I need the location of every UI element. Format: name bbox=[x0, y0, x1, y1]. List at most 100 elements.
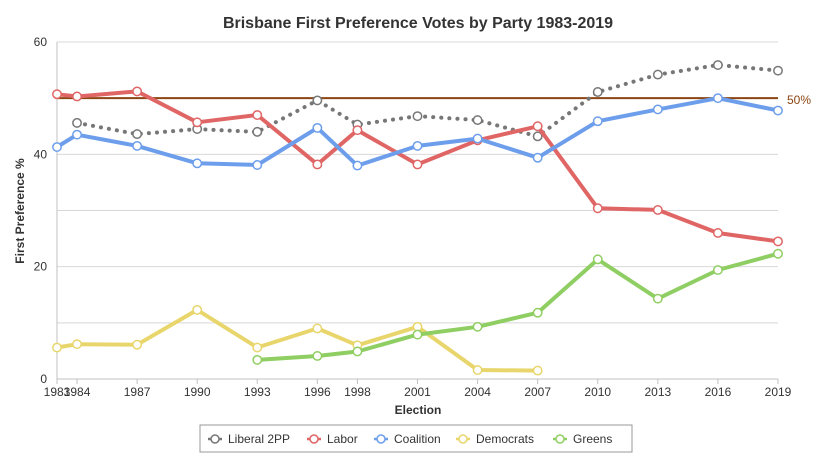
data-point-coalition bbox=[472, 133, 483, 144]
data-point-liberal-2pp bbox=[472, 115, 483, 126]
x-tick-label: 2001 bbox=[404, 385, 431, 399]
data-point-coalition bbox=[192, 158, 203, 169]
series-line-liberal-2pp bbox=[75, 63, 780, 139]
data-point-liberal-2pp bbox=[72, 117, 82, 128]
legend-label: Coalition bbox=[394, 432, 441, 446]
data-point-greens bbox=[312, 351, 323, 361]
data-point-labor bbox=[352, 125, 363, 136]
legend-item-labor[interactable]: Labor bbox=[307, 432, 358, 446]
y-tick-label: 40 bbox=[34, 147, 48, 161]
data-point-labor bbox=[773, 236, 783, 247]
data-point-coalition bbox=[312, 122, 323, 133]
reference-line-group: 50% bbox=[57, 93, 811, 107]
data-point-liberal-2pp bbox=[252, 126, 263, 137]
y-axis-title: First Preference % bbox=[13, 158, 27, 264]
x-tick-label: 2019 bbox=[765, 385, 792, 399]
data-point-greens bbox=[652, 293, 663, 304]
data-point-labor bbox=[592, 203, 603, 214]
legend-item-coalition[interactable]: Coalition bbox=[374, 432, 441, 446]
series-group bbox=[52, 60, 783, 376]
data-point-liberal-2pp bbox=[773, 65, 783, 76]
series-democrats bbox=[52, 304, 543, 376]
series-labor bbox=[52, 86, 783, 247]
legend-item-democrats[interactable]: Democrats bbox=[456, 432, 534, 446]
data-point-greens bbox=[532, 307, 543, 318]
data-point-democrats bbox=[252, 342, 263, 353]
data-point-labor bbox=[412, 159, 423, 170]
x-tick-label: 2013 bbox=[644, 385, 671, 399]
data-point-democrats bbox=[132, 339, 143, 350]
chart-title: Brisbane First Preference Votes by Party… bbox=[223, 15, 613, 32]
legend[interactable]: Liberal 2PP Labor Coalition Democrats Greens bbox=[199, 424, 633, 453]
data-point-democrats bbox=[472, 365, 483, 375]
data-point-coalition bbox=[412, 140, 423, 151]
y-tick-label: 0 bbox=[40, 372, 47, 386]
legend-item-greens[interactable]: Greens bbox=[553, 432, 612, 446]
x-tick-label: 1998 bbox=[344, 385, 371, 399]
data-point-coalition bbox=[773, 105, 783, 116]
data-point-labor bbox=[252, 110, 263, 120]
data-point-labor bbox=[532, 121, 543, 132]
data-point-liberal-2pp bbox=[592, 87, 603, 97]
x-axis-title: Election bbox=[395, 403, 442, 417]
series-greens bbox=[252, 248, 783, 365]
legend-label: Labor bbox=[327, 432, 358, 446]
data-point-democrats bbox=[192, 304, 203, 315]
data-point-labor bbox=[72, 91, 82, 102]
series-line-coalition bbox=[55, 96, 780, 168]
legend-swatch-marker bbox=[555, 434, 565, 444]
legend-swatch-marker bbox=[458, 434, 468, 444]
x-tick-label: 2010 bbox=[584, 385, 611, 399]
legend-item-liberal-2pp[interactable]: Liberal 2PP bbox=[208, 432, 290, 446]
legend-label: Liberal 2PP bbox=[228, 432, 290, 446]
data-point-greens bbox=[773, 248, 783, 259]
data-point-liberal-2pp bbox=[652, 69, 663, 80]
data-point-coalition bbox=[712, 93, 723, 104]
series-coalition bbox=[52, 93, 783, 171]
data-point-democrats bbox=[52, 342, 62, 353]
data-point-coalition bbox=[72, 129, 82, 140]
x-tick-label: 1990 bbox=[184, 385, 211, 399]
data-point-labor bbox=[712, 228, 723, 238]
series-liberal-2pp bbox=[72, 60, 783, 142]
data-point-labor bbox=[652, 204, 663, 215]
x-tick-label: 1984 bbox=[64, 385, 91, 399]
series-line-greens bbox=[255, 251, 780, 362]
x-tick-label: 2004 bbox=[464, 385, 491, 399]
data-point-liberal-2pp bbox=[412, 111, 423, 122]
x-tick-label: 1983 bbox=[44, 385, 71, 399]
data-point-coalition bbox=[352, 160, 363, 171]
y-tick-label: 20 bbox=[34, 260, 48, 274]
data-point-democrats bbox=[532, 365, 543, 376]
data-point-greens bbox=[712, 265, 723, 275]
data-point-coalition bbox=[252, 160, 263, 170]
reference-line-label: 50% bbox=[787, 93, 811, 107]
x-tick-label: 2016 bbox=[705, 385, 732, 399]
data-point-labor bbox=[192, 117, 203, 128]
data-point-coalition bbox=[652, 104, 663, 115]
legend-swatch-marker bbox=[309, 434, 319, 444]
data-point-democrats bbox=[312, 323, 323, 334]
grid bbox=[57, 41, 778, 324]
data-point-liberal-2pp bbox=[312, 95, 323, 106]
data-point-labor bbox=[132, 86, 143, 97]
x-tick-label: 1996 bbox=[304, 385, 331, 399]
x-tick-label: 1987 bbox=[124, 385, 151, 399]
data-point-greens bbox=[592, 254, 603, 265]
data-point-liberal-2pp bbox=[532, 131, 543, 142]
data-point-coalition bbox=[592, 116, 603, 127]
y-tick-label: 60 bbox=[34, 35, 48, 49]
data-point-greens bbox=[252, 354, 263, 365]
data-point-coalition bbox=[132, 140, 143, 151]
data-point-democrats bbox=[72, 339, 82, 350]
series-line-democrats bbox=[55, 307, 540, 373]
x-tick-label: 1993 bbox=[244, 385, 271, 399]
data-point-liberal-2pp bbox=[712, 60, 723, 70]
data-point-labor bbox=[52, 89, 62, 100]
series-line-labor bbox=[55, 89, 780, 244]
data-point-greens bbox=[472, 321, 483, 332]
legend-label: Democrats bbox=[476, 432, 534, 446]
